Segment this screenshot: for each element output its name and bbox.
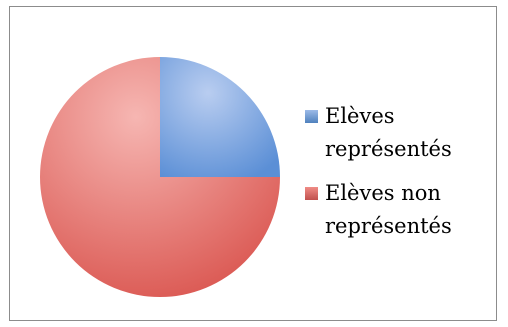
pie-plot-area	[40, 57, 280, 297]
chart-area: Elèves représentés Elèves non représenté…	[9, 6, 497, 321]
legend-label-line2: représentés	[325, 137, 452, 161]
pie-chart	[40, 57, 280, 297]
pie-slice-not-represented	[40, 57, 280, 297]
legend-label-line1: Elèves	[325, 104, 395, 128]
legend-label-line1: Elèves non	[325, 181, 441, 205]
legend-item-not-represented: Elèves non représentés	[299, 177, 489, 243]
legend-swatch-not-represented	[305, 187, 318, 200]
legend-swatch-represented	[305, 110, 318, 123]
legend: Elèves représentés Elèves non représenté…	[299, 100, 489, 254]
legend-label-line2: représentés	[325, 214, 452, 238]
pie-slice-represented	[160, 57, 280, 177]
legend-item-represented: Elèves représentés	[299, 100, 489, 166]
